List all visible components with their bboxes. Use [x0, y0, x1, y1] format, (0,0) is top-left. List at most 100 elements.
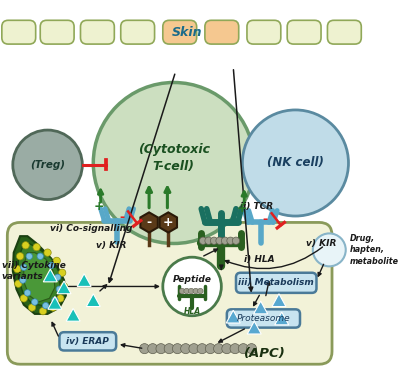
Text: Skin: Skin	[172, 26, 203, 39]
Circle shape	[53, 257, 60, 264]
Text: iv) ERAP: iv) ERAP	[66, 337, 109, 346]
Circle shape	[197, 344, 207, 354]
Circle shape	[216, 237, 223, 245]
Text: -: -	[119, 211, 124, 224]
Polygon shape	[13, 236, 66, 314]
Circle shape	[32, 299, 38, 305]
Polygon shape	[77, 274, 91, 286]
Circle shape	[20, 295, 28, 302]
Circle shape	[20, 264, 27, 270]
Circle shape	[227, 237, 234, 245]
FancyBboxPatch shape	[60, 332, 116, 351]
Polygon shape	[272, 294, 286, 307]
Circle shape	[205, 237, 212, 245]
Circle shape	[13, 130, 82, 200]
Text: Peptide: Peptide	[172, 275, 212, 284]
Text: -: -	[146, 216, 152, 229]
Text: -: -	[263, 213, 268, 226]
Circle shape	[20, 277, 26, 283]
Circle shape	[60, 283, 68, 290]
Polygon shape	[86, 294, 100, 307]
Text: v) KIR: v) KIR	[306, 239, 337, 248]
FancyBboxPatch shape	[287, 20, 321, 44]
Circle shape	[52, 297, 58, 303]
Polygon shape	[247, 321, 261, 334]
FancyBboxPatch shape	[247, 20, 281, 44]
Text: (APC): (APC)	[244, 347, 286, 360]
Circle shape	[205, 344, 216, 354]
Circle shape	[33, 243, 40, 251]
Circle shape	[57, 295, 64, 302]
Circle shape	[14, 266, 21, 273]
Circle shape	[44, 249, 51, 256]
Text: vi) Co-signalling: vi) Co-signalling	[50, 224, 133, 233]
FancyBboxPatch shape	[328, 20, 361, 44]
Circle shape	[230, 344, 240, 354]
Circle shape	[184, 288, 189, 294]
FancyBboxPatch shape	[40, 20, 74, 44]
Circle shape	[222, 344, 232, 354]
Text: HLA: HLA	[184, 307, 201, 316]
Circle shape	[54, 274, 61, 280]
Polygon shape	[160, 213, 177, 232]
Circle shape	[48, 262, 54, 269]
Text: Drug,
hapten,
metabolite: Drug, hapten, metabolite	[349, 234, 398, 266]
FancyBboxPatch shape	[2, 20, 36, 44]
Text: (Treg): (Treg)	[30, 160, 65, 170]
Circle shape	[242, 110, 348, 216]
Polygon shape	[226, 310, 240, 323]
Polygon shape	[254, 301, 268, 314]
Circle shape	[232, 237, 240, 245]
Circle shape	[39, 307, 47, 315]
Polygon shape	[24, 253, 55, 302]
FancyBboxPatch shape	[7, 222, 332, 364]
Circle shape	[24, 290, 31, 296]
Circle shape	[93, 83, 254, 243]
Circle shape	[49, 304, 57, 311]
Polygon shape	[275, 312, 289, 325]
Circle shape	[148, 344, 158, 354]
FancyBboxPatch shape	[205, 20, 239, 44]
Text: i) HLA: i) HLA	[244, 255, 275, 264]
Circle shape	[15, 280, 22, 287]
Circle shape	[210, 237, 218, 245]
Circle shape	[164, 344, 174, 354]
Circle shape	[26, 253, 32, 259]
Circle shape	[214, 344, 224, 354]
Circle shape	[189, 344, 199, 354]
Circle shape	[246, 344, 256, 354]
FancyBboxPatch shape	[227, 309, 300, 328]
FancyBboxPatch shape	[163, 20, 197, 44]
FancyBboxPatch shape	[236, 273, 316, 293]
Circle shape	[181, 344, 191, 354]
Circle shape	[16, 253, 24, 260]
Polygon shape	[18, 243, 60, 306]
Circle shape	[56, 286, 63, 292]
Circle shape	[58, 269, 66, 277]
Circle shape	[238, 344, 248, 354]
Circle shape	[42, 303, 49, 309]
Circle shape	[156, 344, 166, 354]
Circle shape	[28, 304, 36, 311]
Circle shape	[221, 237, 229, 245]
Text: +: +	[94, 200, 104, 213]
Polygon shape	[57, 281, 71, 294]
Text: v) KIR: v) KIR	[96, 241, 126, 250]
Text: +: +	[163, 216, 174, 229]
Text: (Cytotoxic
T-cell): (Cytotoxic T-cell)	[138, 144, 210, 174]
Circle shape	[179, 288, 185, 294]
Circle shape	[37, 253, 44, 259]
Circle shape	[22, 242, 29, 249]
FancyBboxPatch shape	[80, 20, 114, 44]
Text: iii) Metabolism: iii) Metabolism	[238, 278, 314, 287]
Circle shape	[199, 237, 207, 245]
Text: ii) TCR: ii) TCR	[240, 202, 273, 211]
Circle shape	[313, 234, 346, 266]
Circle shape	[188, 288, 194, 294]
FancyBboxPatch shape	[121, 20, 154, 44]
Polygon shape	[140, 213, 158, 232]
Circle shape	[140, 344, 150, 354]
Circle shape	[172, 344, 182, 354]
Polygon shape	[66, 308, 80, 321]
Text: vii) Cytokine
variants: vii) Cytokine variants	[2, 261, 66, 281]
